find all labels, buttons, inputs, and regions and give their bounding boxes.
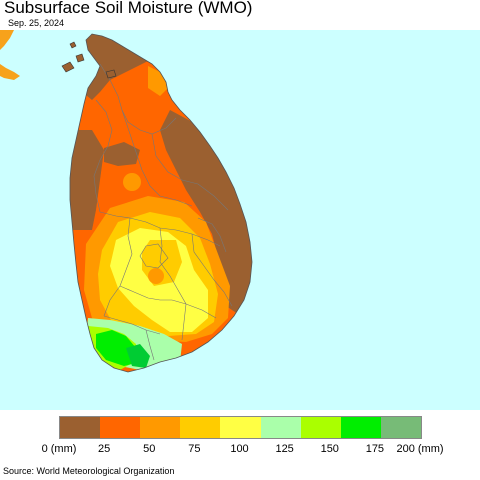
legend-swatch-5 [260,417,301,438]
legend-swatch-4 [220,417,261,438]
zone-dry-east [160,110,252,314]
northern-islets [61,41,117,79]
legend: 0 (mm) 25 50 75 100 125 150 175 200 (mm) [0,410,480,462]
island-outline [69,33,253,373]
india-coast-south [0,64,20,80]
zone-green-south [126,344,150,368]
legend-color-bar [59,416,422,439]
legend-label-4: 100 [230,443,249,455]
legend-label-3: 75 [188,443,201,455]
legend-swatch-6 [300,417,341,438]
zone-50-75-spot [123,173,141,191]
legend-swatch-7 [340,417,381,438]
legend-label-5: 125 [275,443,294,455]
legend-label-1: 25 [98,443,111,455]
footer: Source: World Meteorological Organizatio… [0,462,480,480]
legend-swatch-3 [180,417,221,438]
legend-label-2: 50 [143,443,156,455]
india-coast [0,30,14,50]
map-date: Sep. 25, 2024 [8,18,65,28]
zone-dry-central [104,142,140,166]
legend-swatch-1 [100,417,141,438]
header: Subsurface Soil Moisture (WMO) Sep. 25, … [0,0,480,30]
source-credit: Source: World Meteorological Organizatio… [3,466,175,476]
legend-swatch-0 [60,417,101,438]
moisture-zones [70,34,252,370]
zone-50-75-inner [148,268,164,284]
legend-label-8: 200 (mm) [396,443,444,455]
legend-label-6: 150 [320,443,339,455]
legend-swatch-8 [380,417,421,438]
legend-label-0: 0 (mm) [41,443,77,455]
soil-moisture-map [0,30,480,410]
legend-label-7: 175 [365,443,385,455]
district-boundaries [93,63,233,361]
legend-swatch-2 [140,417,181,438]
map-title: Subsurface Soil Moisture (WMO) [4,0,253,17]
